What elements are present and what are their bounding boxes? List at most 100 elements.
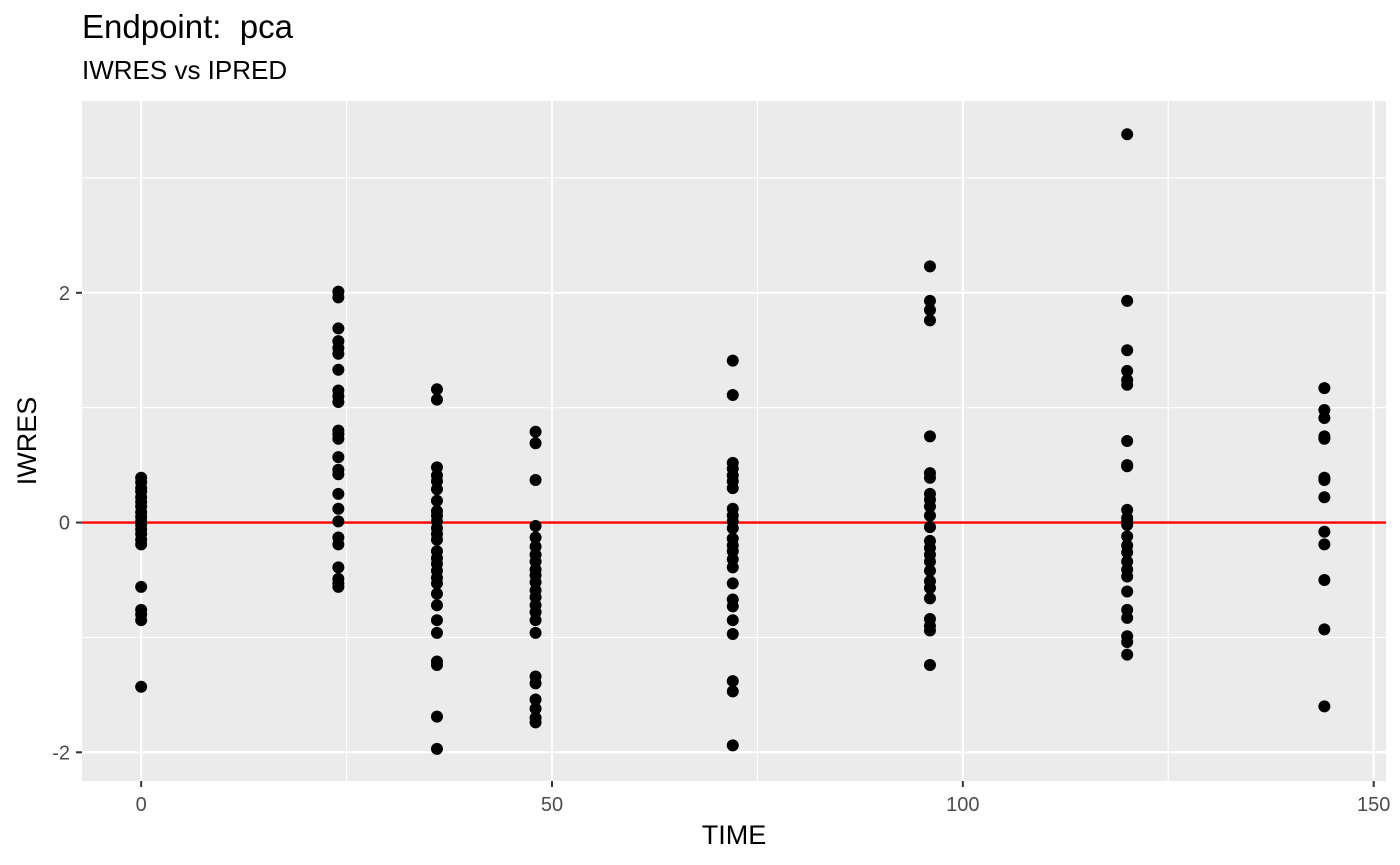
- data-point: [529, 425, 542, 438]
- data-point: [1121, 344, 1134, 357]
- data-point: [529, 677, 542, 690]
- data-point: [332, 395, 345, 408]
- data-point: [430, 577, 443, 590]
- y-axis-title: IWRES: [12, 397, 42, 486]
- data-point: [430, 494, 443, 507]
- y-tick-label: 2: [59, 283, 70, 305]
- data-point: [1318, 538, 1331, 551]
- data-point: [1318, 623, 1331, 636]
- data-point: [1121, 585, 1134, 598]
- data-point: [529, 474, 542, 487]
- data-point: [1121, 518, 1134, 531]
- data-point: [1318, 525, 1331, 538]
- data-point: [430, 599, 443, 612]
- data-point: [923, 294, 936, 307]
- data-point: [430, 533, 443, 546]
- y-tick-label: -2: [52, 742, 70, 764]
- data-point: [1318, 700, 1331, 713]
- data-point: [332, 363, 345, 376]
- data-point: [726, 577, 739, 590]
- x-tick-label: 150: [1357, 794, 1390, 816]
- data-point: [1318, 432, 1331, 445]
- data-point: [726, 627, 739, 640]
- data-point: [332, 487, 345, 500]
- data-point: [430, 658, 443, 671]
- data-point: [430, 393, 443, 406]
- data-point: [726, 614, 739, 627]
- data-point: [726, 354, 739, 367]
- x-tick-label: 100: [946, 794, 979, 816]
- data-point: [726, 685, 739, 698]
- data-point: [1318, 491, 1331, 504]
- data-point: [529, 614, 542, 627]
- data-point: [332, 538, 345, 551]
- data-point: [923, 592, 936, 605]
- data-point: [726, 675, 739, 688]
- data-point: [726, 389, 739, 402]
- data-point: [430, 626, 443, 639]
- data-point: [529, 437, 542, 450]
- x-tick-label: 0: [136, 794, 147, 816]
- data-point: [1121, 636, 1134, 649]
- data-point: [726, 482, 739, 495]
- y-axis-ticks: -2 0 2: [52, 283, 82, 764]
- data-point: [332, 322, 345, 335]
- data-point: [923, 624, 936, 637]
- data-point: [529, 716, 542, 729]
- data-point: [726, 561, 739, 574]
- data-point: [1121, 530, 1134, 543]
- data-point: [923, 521, 936, 534]
- x-axis-title: TIME: [702, 820, 767, 850]
- data-point: [1121, 570, 1134, 583]
- data-point: [1121, 546, 1134, 559]
- data-point: [726, 600, 739, 613]
- data-point: [430, 614, 443, 627]
- data-point: [923, 304, 936, 317]
- data-point: [430, 383, 443, 396]
- data-point: [135, 580, 148, 593]
- data-point: [1318, 382, 1331, 395]
- data-point: [332, 291, 345, 304]
- x-axis-ticks: 0 50 100 150: [136, 781, 1390, 816]
- data-point: [1121, 460, 1134, 473]
- data-point: [923, 658, 936, 671]
- data-point: [1121, 294, 1134, 307]
- data-point: [529, 531, 542, 544]
- chart-title: Endpoint: pca: [82, 8, 293, 45]
- data-point: [332, 502, 345, 515]
- data-point: [923, 555, 936, 568]
- data-point: [135, 538, 148, 551]
- data-point: [529, 702, 542, 715]
- data-point: [1121, 128, 1134, 141]
- data-point: [332, 515, 345, 528]
- data-point: [332, 432, 345, 445]
- data-point: [332, 580, 345, 593]
- x-tick-label: 50: [541, 794, 563, 816]
- data-point: [923, 582, 936, 595]
- data-point: [1121, 435, 1134, 447]
- data-point: [332, 451, 345, 464]
- data-point: [332, 468, 345, 481]
- data-point: [726, 739, 739, 752]
- data-point: [1318, 474, 1331, 487]
- data-points: [135, 128, 1331, 755]
- data-point: [332, 561, 345, 574]
- data-point: [430, 710, 443, 723]
- data-point: [923, 471, 936, 484]
- data-point: [923, 500, 936, 513]
- data-point: [1121, 364, 1134, 377]
- data-point: [430, 587, 443, 600]
- data-point: [135, 680, 148, 693]
- data-point: [1318, 573, 1331, 586]
- data-point: [529, 520, 542, 532]
- chart-subtitle: IWRES vs IPRED: [82, 55, 288, 85]
- data-point: [332, 347, 345, 360]
- data-point: [923, 430, 936, 443]
- data-point: [923, 509, 936, 522]
- data-point: [1121, 648, 1134, 661]
- data-point: [430, 742, 443, 755]
- data-point: [726, 522, 739, 535]
- data-point: [923, 260, 936, 273]
- data-point: [1121, 611, 1134, 624]
